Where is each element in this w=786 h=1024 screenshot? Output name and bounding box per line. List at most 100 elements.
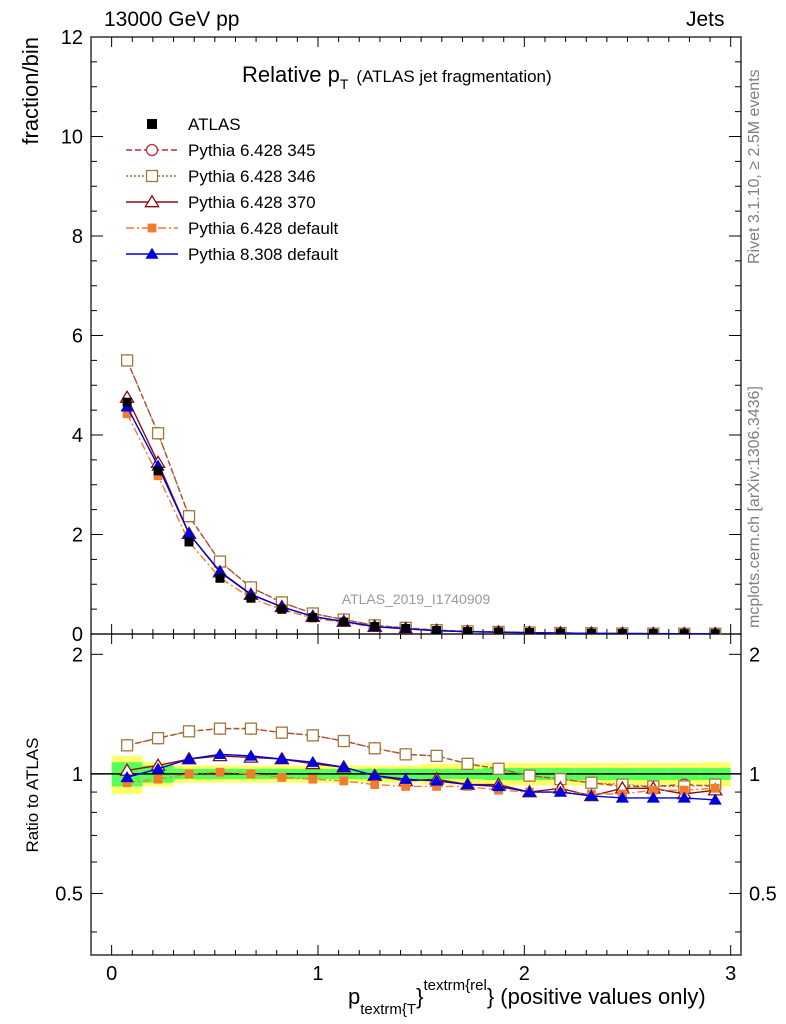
ratio-point-pythia-6-428-346 — [213, 722, 227, 735]
data-point-atlas — [153, 466, 163, 476]
x-axis-label: ptextrm{T}textrm{rel} (positive values o… — [348, 977, 706, 1018]
data-point-atlas — [710, 629, 720, 634]
ratio-tick-label-right: 2 — [749, 644, 760, 666]
series-point-pythia-6-428-346 — [151, 427, 165, 440]
ratio-point-pythia-6-428-346 — [368, 742, 381, 755]
x-tick-label: 0 — [106, 963, 117, 985]
ratio-point-pythia-8-308-default — [368, 769, 382, 781]
ratio-tick-label-right: 1 — [749, 764, 760, 786]
ratio-line-pythia-6-428-default — [127, 771, 716, 795]
legend-marker-pythia-6-428-345 — [145, 143, 159, 157]
data-point-atlas — [617, 629, 627, 634]
ratio-point-pythia-6-428-default — [710, 783, 720, 793]
x-tick-label: 1 — [312, 963, 323, 985]
y-tick-label: 4 — [72, 425, 83, 447]
ratio-tick-label: 0.5 — [55, 883, 83, 905]
y-tick-label: 2 — [72, 525, 83, 547]
data-point-atlas — [184, 537, 194, 547]
ratio-point-pythia-6-428-default — [246, 769, 256, 779]
ratio-point-pythia-6-428-346 — [523, 769, 536, 782]
data-point-atlas — [494, 627, 504, 634]
ratio-point-pythia-6-428-default — [648, 785, 658, 795]
x-tick-label: 3 — [725, 963, 736, 985]
ratio-point-pythia-6-428-346 — [151, 732, 165, 745]
ratio-point-pythia-6-428-default — [277, 772, 287, 782]
data-point-atlas — [586, 628, 596, 634]
chart-title: Relative pT (ATLAS jet fragmentation) — [242, 62, 552, 92]
ratio-point-pythia-6-428-default — [370, 780, 380, 789]
legend-marker-pythia-8-308-default — [145, 247, 159, 259]
series-point-pythia-6-428-346 — [182, 510, 196, 523]
data-point-atlas — [524, 628, 534, 634]
ratio-point-pythia-6-428-346 — [244, 722, 258, 735]
ratio-point-pythia-8-308-default — [491, 780, 506, 792]
ratio-point-pythia-8-308-default — [553, 785, 568, 797]
ratio-point-pythia-6-428-default — [153, 774, 163, 784]
ratio-point-pythia-8-308-default — [708, 793, 722, 805]
ratio-point-pythia-8-308-default — [275, 752, 289, 764]
x-tick-label: 2 — [519, 963, 530, 985]
series-point-pythia-8-308-default — [182, 527, 196, 539]
data-point-atlas — [215, 573, 225, 583]
ratio-point-pythia-8-308-default — [430, 774, 444, 786]
legend-marker-atlas — [147, 119, 157, 129]
ratio-point-pythia-6-428-346 — [461, 757, 474, 770]
ratio-point-pythia-6-428-default — [122, 778, 132, 788]
process-label: 13000 GeV pp — [104, 8, 240, 31]
y-tick-label: 0 — [72, 624, 83, 646]
ratio-point-pythia-8-308-default — [615, 791, 629, 803]
ratio-point-pythia-8-308-default — [646, 791, 660, 803]
ratio-point-pythia-6-428-default — [308, 774, 318, 784]
data-point-atlas — [246, 593, 256, 603]
ratio-point-pythia-8-308-default — [244, 749, 258, 761]
ratio-point-pythia-6-428-346 — [430, 749, 443, 763]
ratio-point-pythia-6-428-default — [339, 776, 349, 786]
data-point-atlas — [555, 628, 565, 634]
ratio-point-pythia-8-308-default — [213, 748, 227, 760]
ratio-point-pythia-8-308-default — [399, 772, 413, 784]
ratio-point-pythia-6-428-346 — [120, 739, 134, 752]
y-tick-label: 6 — [72, 326, 83, 348]
ratio-point-pythia-6-428-default — [432, 782, 442, 791]
series-point-pythia-6-428-default — [153, 471, 163, 481]
ratio-point-pythia-8-308-default — [337, 760, 351, 772]
data-point-atlas — [339, 617, 349, 627]
data-point-atlas — [122, 397, 132, 407]
ratio-point-pythia-8-308-default — [460, 778, 475, 790]
legend-label-pythia-6-428-370: Pythia 6.428 370 — [188, 193, 316, 212]
ratio-tick-label: 1 — [72, 764, 83, 786]
data-point-atlas — [679, 629, 689, 634]
analysis-watermark: ATLAS_2019_I1740909 — [342, 591, 491, 607]
ratio-point-pythia-6-428-346 — [492, 762, 505, 775]
legend-label-pythia-6-428-345: Pythia 6.428 345 — [188, 141, 316, 160]
ratio-point-pythia-6-428-346 — [306, 729, 319, 742]
data-point-atlas — [370, 622, 380, 632]
ratio-point-pythia-8-308-default — [120, 771, 134, 783]
legend-marker-pythia-6-428-346 — [145, 169, 159, 183]
legend-marker-pythia-6-428-370 — [144, 194, 160, 208]
y-axis-label: fraction/bin — [18, 37, 43, 145]
data-point-atlas — [308, 613, 318, 623]
ratio-point-pythia-8-308-default — [522, 785, 537, 797]
ratio-tick-label-right: 0.5 — [749, 883, 777, 905]
series-point-pythia-6-428-346 — [120, 354, 134, 367]
y-tick-label: 10 — [61, 127, 83, 149]
data-point-atlas — [277, 604, 287, 614]
ratio-line-pythia-8-308-default — [126, 753, 716, 801]
ratio-axis-label: Ratio to ATLAS — [23, 738, 42, 853]
ratio-plot-frame — [90, 633, 742, 956]
legend-marker-pythia-6-428-default — [147, 223, 157, 233]
ratio-point-pythia-6-428-default — [679, 785, 689, 795]
legend-label-pythia-8-308-default: Pythia 8.308 default — [188, 245, 339, 264]
ratio-point-pythia-6-428-346 — [585, 776, 598, 789]
ratio-point-pythia-6-428-346 — [337, 734, 350, 748]
ratio-point-pythia-6-428-346 — [182, 725, 196, 738]
legend-label-pythia-6-428-346: Pythia 6.428 346 — [188, 167, 316, 186]
series-point-pythia-6-428-default — [122, 409, 132, 419]
legend-label-atlas: ATLAS — [188, 115, 241, 134]
jets-label: Jets — [686, 8, 725, 31]
ratio-point-pythia-6-428-default — [215, 767, 225, 777]
ratio-point-pythia-8-308-default — [151, 762, 165, 774]
ratio-point-pythia-8-308-default — [677, 791, 691, 803]
